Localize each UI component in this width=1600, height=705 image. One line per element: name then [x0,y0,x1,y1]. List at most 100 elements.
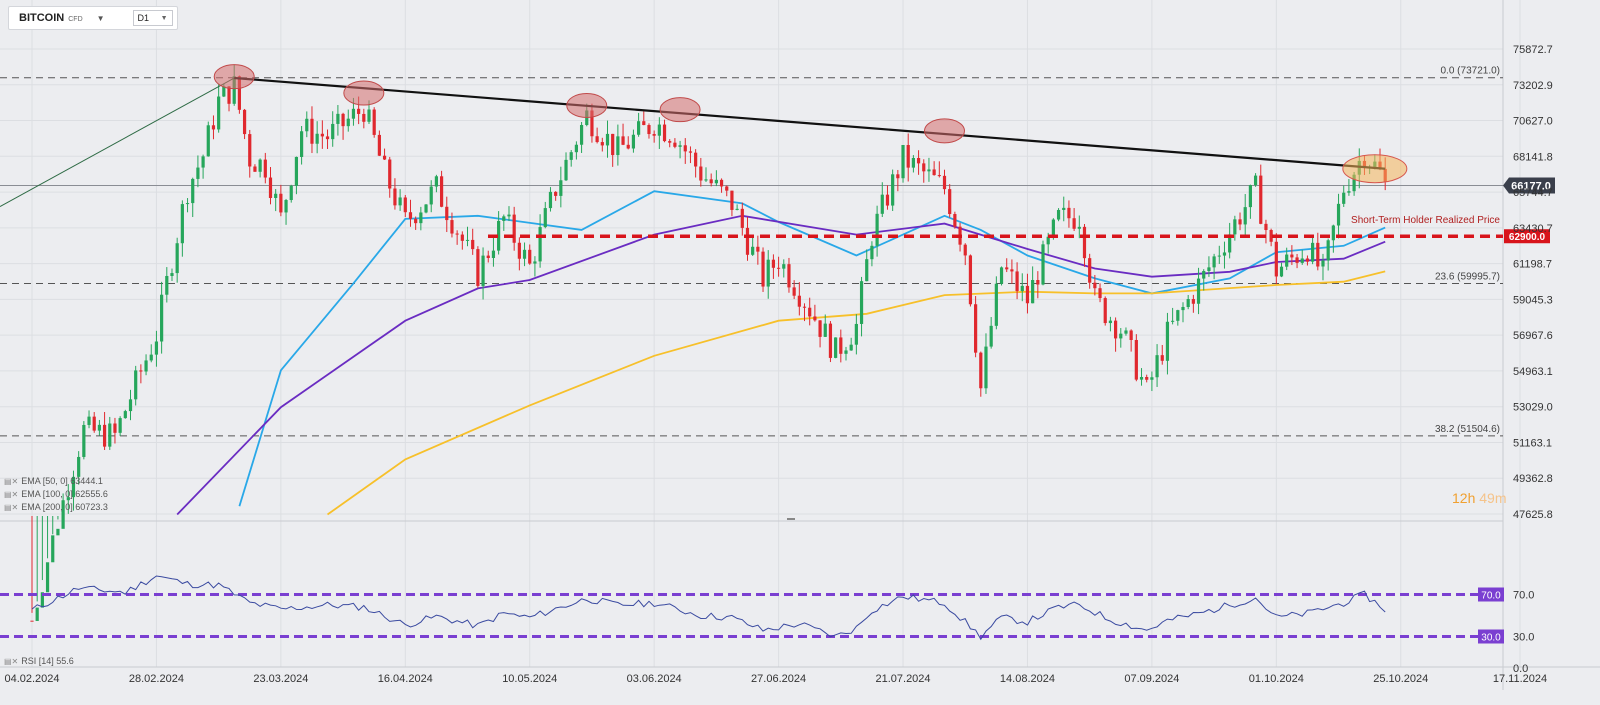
price-tick-label: 63430.7 [1513,223,1553,235]
date-tick-label: 17.11.2024 [1493,673,1547,685]
date-tick-label: 21.07.2024 [875,673,930,685]
candle-body [1196,278,1201,304]
candle-body [408,212,413,219]
candle-body [694,152,698,167]
candle-body [1285,254,1289,267]
candle-body [1295,257,1299,263]
price-tick-label: 47625.8 [1513,509,1553,521]
candle-body [673,142,677,147]
candle-body [751,246,755,255]
candle-body [699,166,703,181]
candle-body [315,133,319,144]
candle-body [486,255,490,259]
candle-body [1207,267,1211,272]
candle-body [242,109,247,135]
legend-ema200[interactable]: ▤✕ EMA [200, 0] 60723.3 [4,502,108,512]
grid [0,0,1521,667]
candle-body [776,267,781,269]
candle-body [1155,355,1159,378]
candle-body [709,179,713,184]
candle-body [87,416,91,425]
candle-body [880,194,884,214]
candle-body [896,174,900,179]
symbol-toolbar: BITCOIN CFD ▼ D1 ▼ [8,6,178,30]
symbol-name[interactable]: BITCOIN [19,12,65,24]
candle-body [719,179,724,187]
settings-icon[interactable]: ▤✕ [4,657,19,666]
candle-body [185,203,190,205]
annotations: Short-Term Holder Realized Price62900.06… [0,64,1555,244]
candle-body [77,456,81,477]
candle-body [1191,299,1195,304]
legend-rsi-text: RSI [14] 55.6 [21,656,74,666]
candle-body [1062,207,1066,210]
descending-trend-line [234,76,1386,170]
candle-body [165,275,169,295]
sth-label: Short-Term Holder Realized Price [1351,215,1500,226]
candle-body [196,167,200,179]
candle-body [1005,267,1009,270]
candle-body [108,423,112,447]
candle-body [813,316,817,321]
candle-body [1067,207,1071,219]
candle-countdown: 12h 49m [1452,490,1506,506]
candle-body [564,159,568,181]
candle-body [35,607,39,621]
candle-body [1316,242,1320,267]
candle-body [963,244,967,256]
candle-body [595,136,599,143]
candle-body [1243,207,1247,225]
price-tick-label: 65744.7 [1513,187,1553,199]
candle-body [237,76,241,110]
candle-body [1025,285,1030,304]
fib-label: 38.2 (51504.6) [1435,424,1500,435]
candle-body [113,423,117,433]
highlighted-peak [1342,154,1408,184]
candle-body [1176,310,1180,321]
candle-body [1134,339,1138,380]
candle-body [984,346,988,389]
rsi-tick-label: 70.0 [1513,590,1534,602]
settings-icon[interactable]: ▤✕ [4,490,19,499]
candle-body [922,163,926,172]
candle-body [735,208,739,210]
candle-body [787,264,791,288]
candle-body [92,416,96,431]
candle-body [652,134,656,136]
candle-body [559,180,563,196]
candle-body [305,118,309,132]
candle-body [175,243,179,274]
candle-body [310,118,314,144]
candle-body [232,76,236,104]
candle-body [139,370,143,372]
candle-body [1259,175,1263,224]
settings-icon[interactable]: ▤✕ [4,477,19,486]
candle-body [642,121,646,126]
legend-ema100[interactable]: ▤✕ EMA [100, 0] 62555.6 [4,489,108,499]
ema200-line [326,270,1386,516]
candle-body [30,620,34,622]
symbol-dropdown-icon[interactable]: ▼ [96,13,105,23]
candle-body [414,218,418,224]
pane-resize-handle[interactable] [787,518,795,520]
candle-body [891,174,895,206]
candle-body [71,476,76,498]
candle-body [191,178,195,204]
ema50-line [238,190,1386,507]
legend-rsi[interactable]: ▤✕ RSI [14] 55.6 [4,656,74,666]
candle-body [683,145,687,152]
candle-body [403,197,407,213]
candle-body [1046,236,1050,245]
candle-body [543,208,547,228]
price-pane[interactable] [0,0,1503,520]
candle-body [994,283,998,326]
fib-label: 0.0 (73721.0) [1441,66,1501,77]
candle-body [1072,218,1076,229]
legend-ema50[interactable]: ▤✕ EMA [50, 0] 63444.1 [4,476,103,486]
timeframe-select[interactable]: D1 ▼ [132,10,173,26]
candle-body [792,287,796,296]
candle-body [745,227,750,255]
settings-icon[interactable]: ▤✕ [4,503,19,512]
candle-body [714,179,718,184]
candle-body [45,562,50,593]
